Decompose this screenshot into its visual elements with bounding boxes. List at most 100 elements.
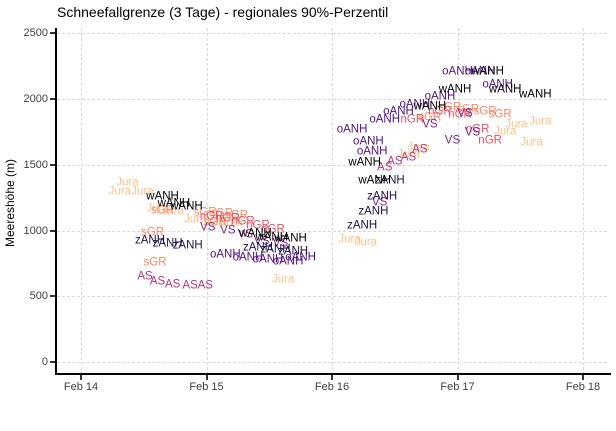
data-label-VS: VS xyxy=(444,134,461,147)
y-tick-label: 500 xyxy=(29,290,48,303)
data-label-AS: AS xyxy=(377,161,393,174)
data-label-nGR: nGR xyxy=(246,219,270,232)
x-tick-label: Feb 14 xyxy=(63,381,99,393)
data-label-nGR: nGR xyxy=(231,215,255,228)
data-label-zANH: zANH xyxy=(374,174,405,187)
data-label-Jura: Jura xyxy=(204,215,227,228)
data-label-VS: VS xyxy=(200,221,216,234)
data-label-Jura: Jura xyxy=(184,213,207,226)
data-label-wANH: wANH xyxy=(146,190,179,203)
data-label-sGR: sGR xyxy=(151,204,175,217)
data-label-sGR: sGR xyxy=(473,105,497,118)
data-label-sGR: sGR xyxy=(456,103,480,116)
data-label-wANH: wANH xyxy=(255,231,289,244)
data-label-Jura: Jura xyxy=(108,185,132,198)
data-label-AS: AS xyxy=(197,279,213,292)
data-label-nGR: nGR xyxy=(478,134,502,147)
data-label-Jura: Jura xyxy=(505,118,528,131)
data-label-sGR: sGR xyxy=(203,216,227,229)
data-label-Jura: Jura xyxy=(116,176,139,189)
plot-panel: Jura Jura Jura Jura Jura Jura Jura Jura Jura Jura… xyxy=(57,28,607,375)
data-label-AS: AS xyxy=(387,155,403,168)
data-label-oANH: oANH xyxy=(336,123,368,136)
data-label-oANH: oANH xyxy=(464,65,496,78)
data-label-zANH: zANH xyxy=(278,245,309,258)
y-tick-mark xyxy=(50,32,55,35)
data-label-nGR: nGR xyxy=(216,212,240,225)
y-tick-label: 1000 xyxy=(23,224,48,237)
data-label-Jura: Jura xyxy=(220,216,243,229)
data-label-oANH: oANH xyxy=(353,135,384,148)
data-label-Jura: Jura xyxy=(407,141,430,154)
y-tick-mark xyxy=(50,98,55,101)
x-tick-mark xyxy=(205,375,208,380)
data-label-nGR: nGR xyxy=(465,123,490,136)
data-label-AS: AS xyxy=(412,143,428,156)
y-tick-label: 2000 xyxy=(23,93,48,106)
gridline-x-Feb-16 xyxy=(332,28,333,375)
x-tick-mark xyxy=(331,375,333,380)
data-label-VS: VS xyxy=(272,237,289,250)
data-label-wANH: wANH xyxy=(358,174,391,187)
data-label-oANH: oANH xyxy=(285,251,316,264)
y-tick-label: 0 xyxy=(41,356,48,368)
y-tick-mark xyxy=(50,295,55,298)
x-tick-label: Feb 16 xyxy=(314,381,350,393)
data-label-wANH: wANH xyxy=(413,100,447,113)
x-tick-label: Feb 18 xyxy=(565,381,601,393)
data-label-sGR: sGR xyxy=(438,101,462,114)
y-tick-label: 2500 xyxy=(23,27,48,40)
x-tick-mark xyxy=(80,375,82,380)
y-tick-mark xyxy=(50,361,55,363)
data-label-VS: VS xyxy=(464,126,481,139)
data-label-Jura: Jura xyxy=(397,148,420,161)
data-label-Jura: Jura xyxy=(529,115,552,128)
data-label-AS: AS xyxy=(137,270,153,283)
data-label-Jura: Jura xyxy=(354,236,378,249)
data-label-wANH: wANH xyxy=(348,156,381,169)
y-tick-label: 1500 xyxy=(23,158,48,171)
data-label-VS: VS xyxy=(422,118,438,131)
data-label-wANH: wANH xyxy=(438,83,472,96)
data-label-wANH: wANH xyxy=(471,65,504,78)
data-label-sGR: sGR xyxy=(488,108,512,121)
data-label-zANH: zANH xyxy=(172,239,203,252)
y-axis-title: Meereshöhe (m) xyxy=(3,158,17,248)
data-label-oANH: oANH xyxy=(209,248,241,261)
gridline-x-Feb-15 xyxy=(206,28,208,375)
data-label-AS: AS xyxy=(149,275,166,288)
data-label-oANH: oANH xyxy=(252,253,284,266)
gridline-x-Feb-14 xyxy=(81,28,82,375)
data-label-nGR: nGR xyxy=(428,105,452,118)
data-label-zANH: zANH xyxy=(242,241,273,254)
data-label-AS: AS xyxy=(400,151,417,164)
data-label-oANH: oANH xyxy=(383,105,414,118)
y-tick-mark xyxy=(50,163,55,166)
data-label-oANH: oANH xyxy=(272,255,304,268)
data-label-Jura: Jura xyxy=(520,136,543,149)
chart-title: Schneefallgrenze (3 Tage) - regionales 9… xyxy=(57,4,389,20)
data-label-oANH: oANH xyxy=(399,98,431,111)
data-label-VS: VS xyxy=(220,224,236,237)
data-label-Jura: Jura xyxy=(271,273,295,286)
data-label-wANH: wANH xyxy=(519,88,552,101)
data-label-oANH: oANH xyxy=(369,113,401,126)
data-label-zANH: zANH xyxy=(152,237,183,250)
data-label-sGR: sGR xyxy=(141,226,165,239)
data-label-zANH: zANH xyxy=(260,243,291,256)
y-tick-mark xyxy=(50,229,55,232)
data-label-wANH: wANH xyxy=(157,197,191,210)
data-label-nGR: nGR xyxy=(448,108,472,121)
data-label-zANH: zANH xyxy=(358,205,389,218)
data-label-Jura: Jura xyxy=(161,205,184,218)
data-label-sGR: sGR xyxy=(193,206,217,219)
x-tick-label: Feb 17 xyxy=(440,381,475,393)
data-label-wANH: wANH xyxy=(274,232,307,245)
data-label-zANH: zANH xyxy=(347,219,378,232)
data-label-Jura: Jura xyxy=(494,125,517,138)
data-label-oANH: oANH xyxy=(424,90,456,103)
data-label-Jura: Jura xyxy=(338,233,361,246)
data-label-sGR: sGR xyxy=(210,207,234,220)
data-label-sGR: sGR xyxy=(418,111,442,124)
data-label-wANH: wANH xyxy=(170,200,203,213)
